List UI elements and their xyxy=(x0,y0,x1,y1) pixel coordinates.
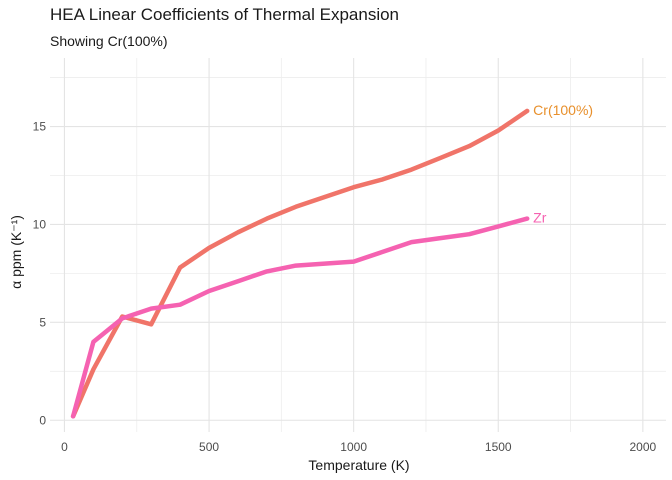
x-tick-label: 2000 xyxy=(630,440,657,454)
y-axis-title: α ppm (K⁻¹) xyxy=(8,215,24,289)
y-tick-label: 5 xyxy=(39,315,46,329)
x-axis-ticks: 0 500 1000 1500 2000 xyxy=(61,440,656,454)
series-line-cr-100 xyxy=(70,108,530,419)
x-tick-label: 1500 xyxy=(485,440,512,454)
series-label-cr-100: Cr(100%) xyxy=(533,102,593,118)
chart-title: HEA Linear Coefficients of Thermal Expan… xyxy=(50,5,400,24)
y-tick-label: 15 xyxy=(33,120,47,134)
y-tick-label: 10 xyxy=(33,217,47,231)
minor-gridlines xyxy=(50,58,666,432)
chart-subtitle: Showing Cr(100%) xyxy=(50,33,168,49)
x-tick-label: 1000 xyxy=(340,440,367,454)
x-tick-label: 500 xyxy=(199,440,219,454)
series-end-labels: Cr(100%) Zr xyxy=(533,102,593,226)
series-lines xyxy=(70,108,530,419)
y-tick-label: 0 xyxy=(39,413,46,427)
x-axis-title: Temperature (K) xyxy=(308,457,409,473)
y-axis-ticks: 0 5 10 15 xyxy=(33,120,47,428)
series-label-zr: Zr xyxy=(533,210,547,226)
series-line-zr xyxy=(70,216,530,419)
x-tick-label: 0 xyxy=(61,440,68,454)
